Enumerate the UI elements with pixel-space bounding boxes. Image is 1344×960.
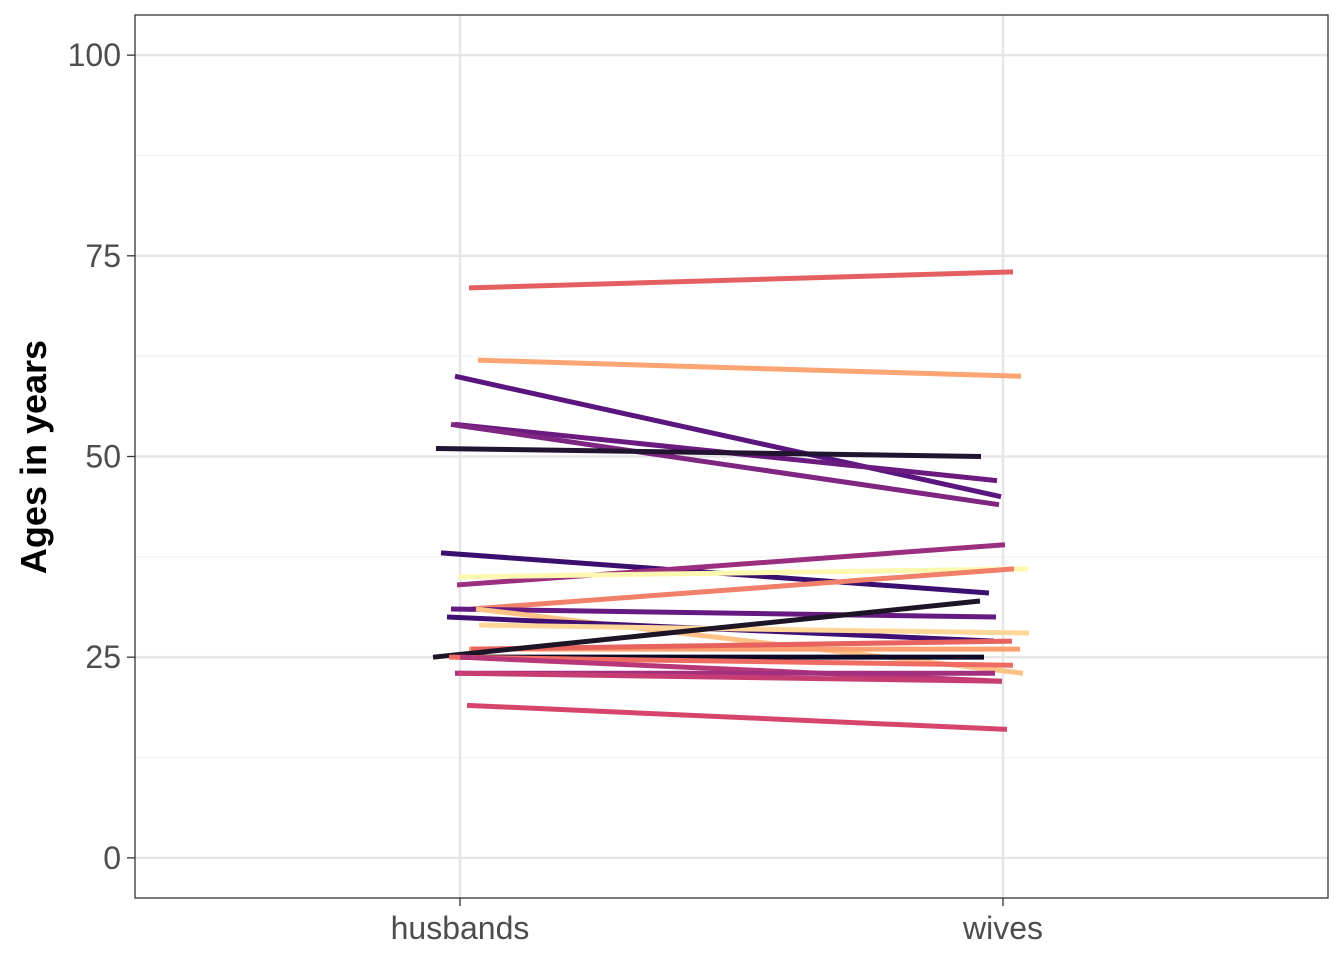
x-axis: husbands wives xyxy=(391,898,1043,946)
series-line xyxy=(477,357,1022,379)
series-line xyxy=(470,638,1013,652)
y-tick-label: 25 xyxy=(85,639,121,675)
series-line xyxy=(459,654,1002,684)
series-line xyxy=(457,566,1029,580)
x-tick-label: husbands xyxy=(391,910,530,946)
series-lines xyxy=(432,269,1030,732)
series-line xyxy=(470,566,1015,612)
y-tick-label: 75 xyxy=(85,238,121,274)
series-line xyxy=(450,606,997,620)
y-axis-title: Ages in years xyxy=(13,340,54,574)
series-line xyxy=(457,670,1003,684)
series-line xyxy=(478,622,1030,636)
series-line xyxy=(435,445,982,459)
series-line xyxy=(456,542,1006,588)
series-line xyxy=(466,702,1008,732)
series-line xyxy=(468,269,1014,291)
series-line xyxy=(450,421,1000,508)
series-line xyxy=(432,598,981,660)
y-tick-label: 50 xyxy=(85,439,121,475)
y-axis: 0 25 50 75 100 xyxy=(68,37,135,876)
series-line xyxy=(454,373,1002,500)
y-tick-label: 0 xyxy=(103,840,121,876)
y-tick-label: 100 xyxy=(68,37,121,73)
x-tick-label: wives xyxy=(962,910,1043,946)
